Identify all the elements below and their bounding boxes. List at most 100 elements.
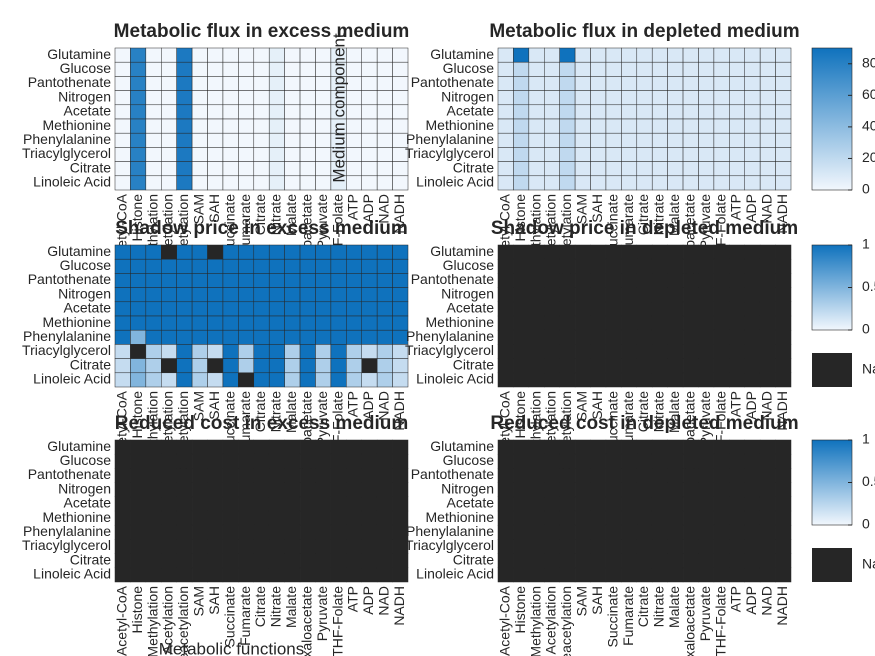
heatmap-cell bbox=[759, 47, 776, 63]
heatmap-cell bbox=[590, 76, 607, 91]
heatmap-cell bbox=[744, 47, 761, 63]
heatmap-cell bbox=[222, 524, 239, 540]
heatmap-cell bbox=[559, 118, 576, 134]
heatmap-cell bbox=[299, 301, 316, 317]
heatmap-cell bbox=[759, 175, 776, 191]
heatmap-cell bbox=[513, 47, 530, 63]
heatmap-cell bbox=[176, 104, 193, 120]
heatmap-cell bbox=[161, 329, 177, 345]
heatmap-cell bbox=[590, 315, 607, 331]
heatmap-cell bbox=[346, 90, 362, 106]
heatmap-cell bbox=[544, 510, 560, 526]
heatmap-cell bbox=[114, 132, 131, 148]
heatmap-cell bbox=[513, 147, 530, 162]
heatmap-cell bbox=[729, 539, 745, 554]
heatmap-cell bbox=[651, 90, 668, 106]
heatmap-cell bbox=[207, 372, 224, 388]
x-tick-label: ADP bbox=[743, 194, 759, 223]
heatmap-cell bbox=[253, 76, 270, 91]
heatmap-cell bbox=[698, 47, 715, 63]
heatmap-cell bbox=[114, 287, 131, 303]
heatmap-cell bbox=[775, 539, 792, 554]
heatmap-cell bbox=[759, 524, 776, 540]
heatmap-cell bbox=[528, 161, 545, 177]
heatmap-cell bbox=[759, 273, 776, 288]
chart-title: Reduced cost in depleted medium bbox=[490, 413, 798, 434]
heatmap-cell bbox=[222, 287, 239, 303]
heatmap-cell bbox=[759, 161, 776, 177]
heatmap-cell bbox=[682, 301, 699, 317]
heatmap-cell bbox=[651, 510, 668, 526]
heatmap-cell bbox=[392, 496, 409, 512]
heatmap-cell bbox=[161, 118, 177, 134]
x-tick-label: Acetyl-CoA bbox=[113, 585, 129, 656]
heatmap-cell bbox=[130, 273, 147, 288]
x-tick-label: Malate bbox=[283, 391, 299, 433]
heatmap-cell bbox=[513, 329, 530, 345]
heatmap-cell bbox=[744, 301, 761, 317]
colorbar-tick-label: 0.5 bbox=[862, 278, 875, 294]
heatmap-cell bbox=[559, 104, 576, 120]
heatmap-cell bbox=[130, 258, 147, 274]
x-tick-label: SAH bbox=[589, 391, 605, 420]
heatmap-cell bbox=[621, 358, 638, 374]
heatmap-cell bbox=[253, 301, 270, 317]
heatmap-cell bbox=[682, 496, 699, 512]
heatmap-cell bbox=[299, 539, 316, 554]
heatmap-cell bbox=[315, 244, 332, 260]
heatmap-cell bbox=[590, 258, 607, 274]
heatmap-cell bbox=[590, 287, 607, 303]
heatmap-cell bbox=[176, 329, 193, 345]
heatmap-cell bbox=[651, 482, 668, 498]
heatmap-cell bbox=[590, 329, 607, 345]
heatmap-cell bbox=[759, 468, 776, 483]
heatmap-cell bbox=[559, 358, 576, 374]
heatmap-cell bbox=[299, 372, 316, 388]
heatmap-cell bbox=[590, 90, 607, 106]
heatmap-cell bbox=[651, 372, 668, 388]
heatmap-cell bbox=[130, 524, 147, 540]
heatmap-cell bbox=[130, 468, 147, 483]
heatmap-cell bbox=[268, 567, 285, 583]
heatmap-cell bbox=[636, 439, 653, 455]
heatmap-cell bbox=[713, 372, 730, 388]
heatmap-cell bbox=[299, 161, 316, 177]
heatmap-cell bbox=[361, 147, 378, 162]
heatmap-cell bbox=[315, 482, 332, 498]
heatmap-cell bbox=[590, 118, 607, 134]
heatmap-cell bbox=[621, 118, 638, 134]
heatmap-cell bbox=[544, 104, 560, 120]
heatmap-cell bbox=[207, 175, 224, 191]
heatmap-cell bbox=[682, 147, 699, 162]
heatmap-cell bbox=[497, 61, 514, 77]
heatmap-cell bbox=[544, 118, 560, 134]
heatmap-cell bbox=[145, 344, 162, 359]
heatmap-cell bbox=[161, 315, 177, 331]
heatmap-cell bbox=[161, 244, 177, 260]
heatmap-cell bbox=[222, 301, 239, 317]
x-tick-label: NAD bbox=[759, 391, 775, 421]
heatmap-cell bbox=[528, 329, 545, 345]
heatmap-cell bbox=[621, 510, 638, 526]
heatmap-cell bbox=[528, 76, 545, 91]
heatmap-cell bbox=[682, 161, 699, 177]
heatmap-cell bbox=[238, 244, 255, 260]
heatmap-cell bbox=[191, 90, 208, 106]
x-tick-label: SAH bbox=[589, 194, 605, 223]
heatmap-cell bbox=[361, 132, 378, 148]
heatmap-cell bbox=[729, 553, 745, 569]
heatmap-cell bbox=[330, 358, 347, 374]
heatmap-cell bbox=[253, 439, 270, 455]
heatmap-cell bbox=[176, 132, 193, 148]
heatmap-cell bbox=[361, 76, 378, 91]
heatmap-cell bbox=[222, 496, 239, 512]
x-tick-label: Fumarate bbox=[237, 194, 253, 254]
heatmap-cell bbox=[284, 161, 301, 177]
heatmap-cell bbox=[513, 61, 530, 77]
heatmap-cell bbox=[574, 372, 591, 388]
heatmap-cell bbox=[130, 104, 147, 120]
heatmap-cell bbox=[361, 567, 378, 583]
heatmap-cell bbox=[238, 539, 255, 554]
heatmap-cell bbox=[222, 372, 239, 388]
heatmap-cell bbox=[222, 329, 239, 345]
